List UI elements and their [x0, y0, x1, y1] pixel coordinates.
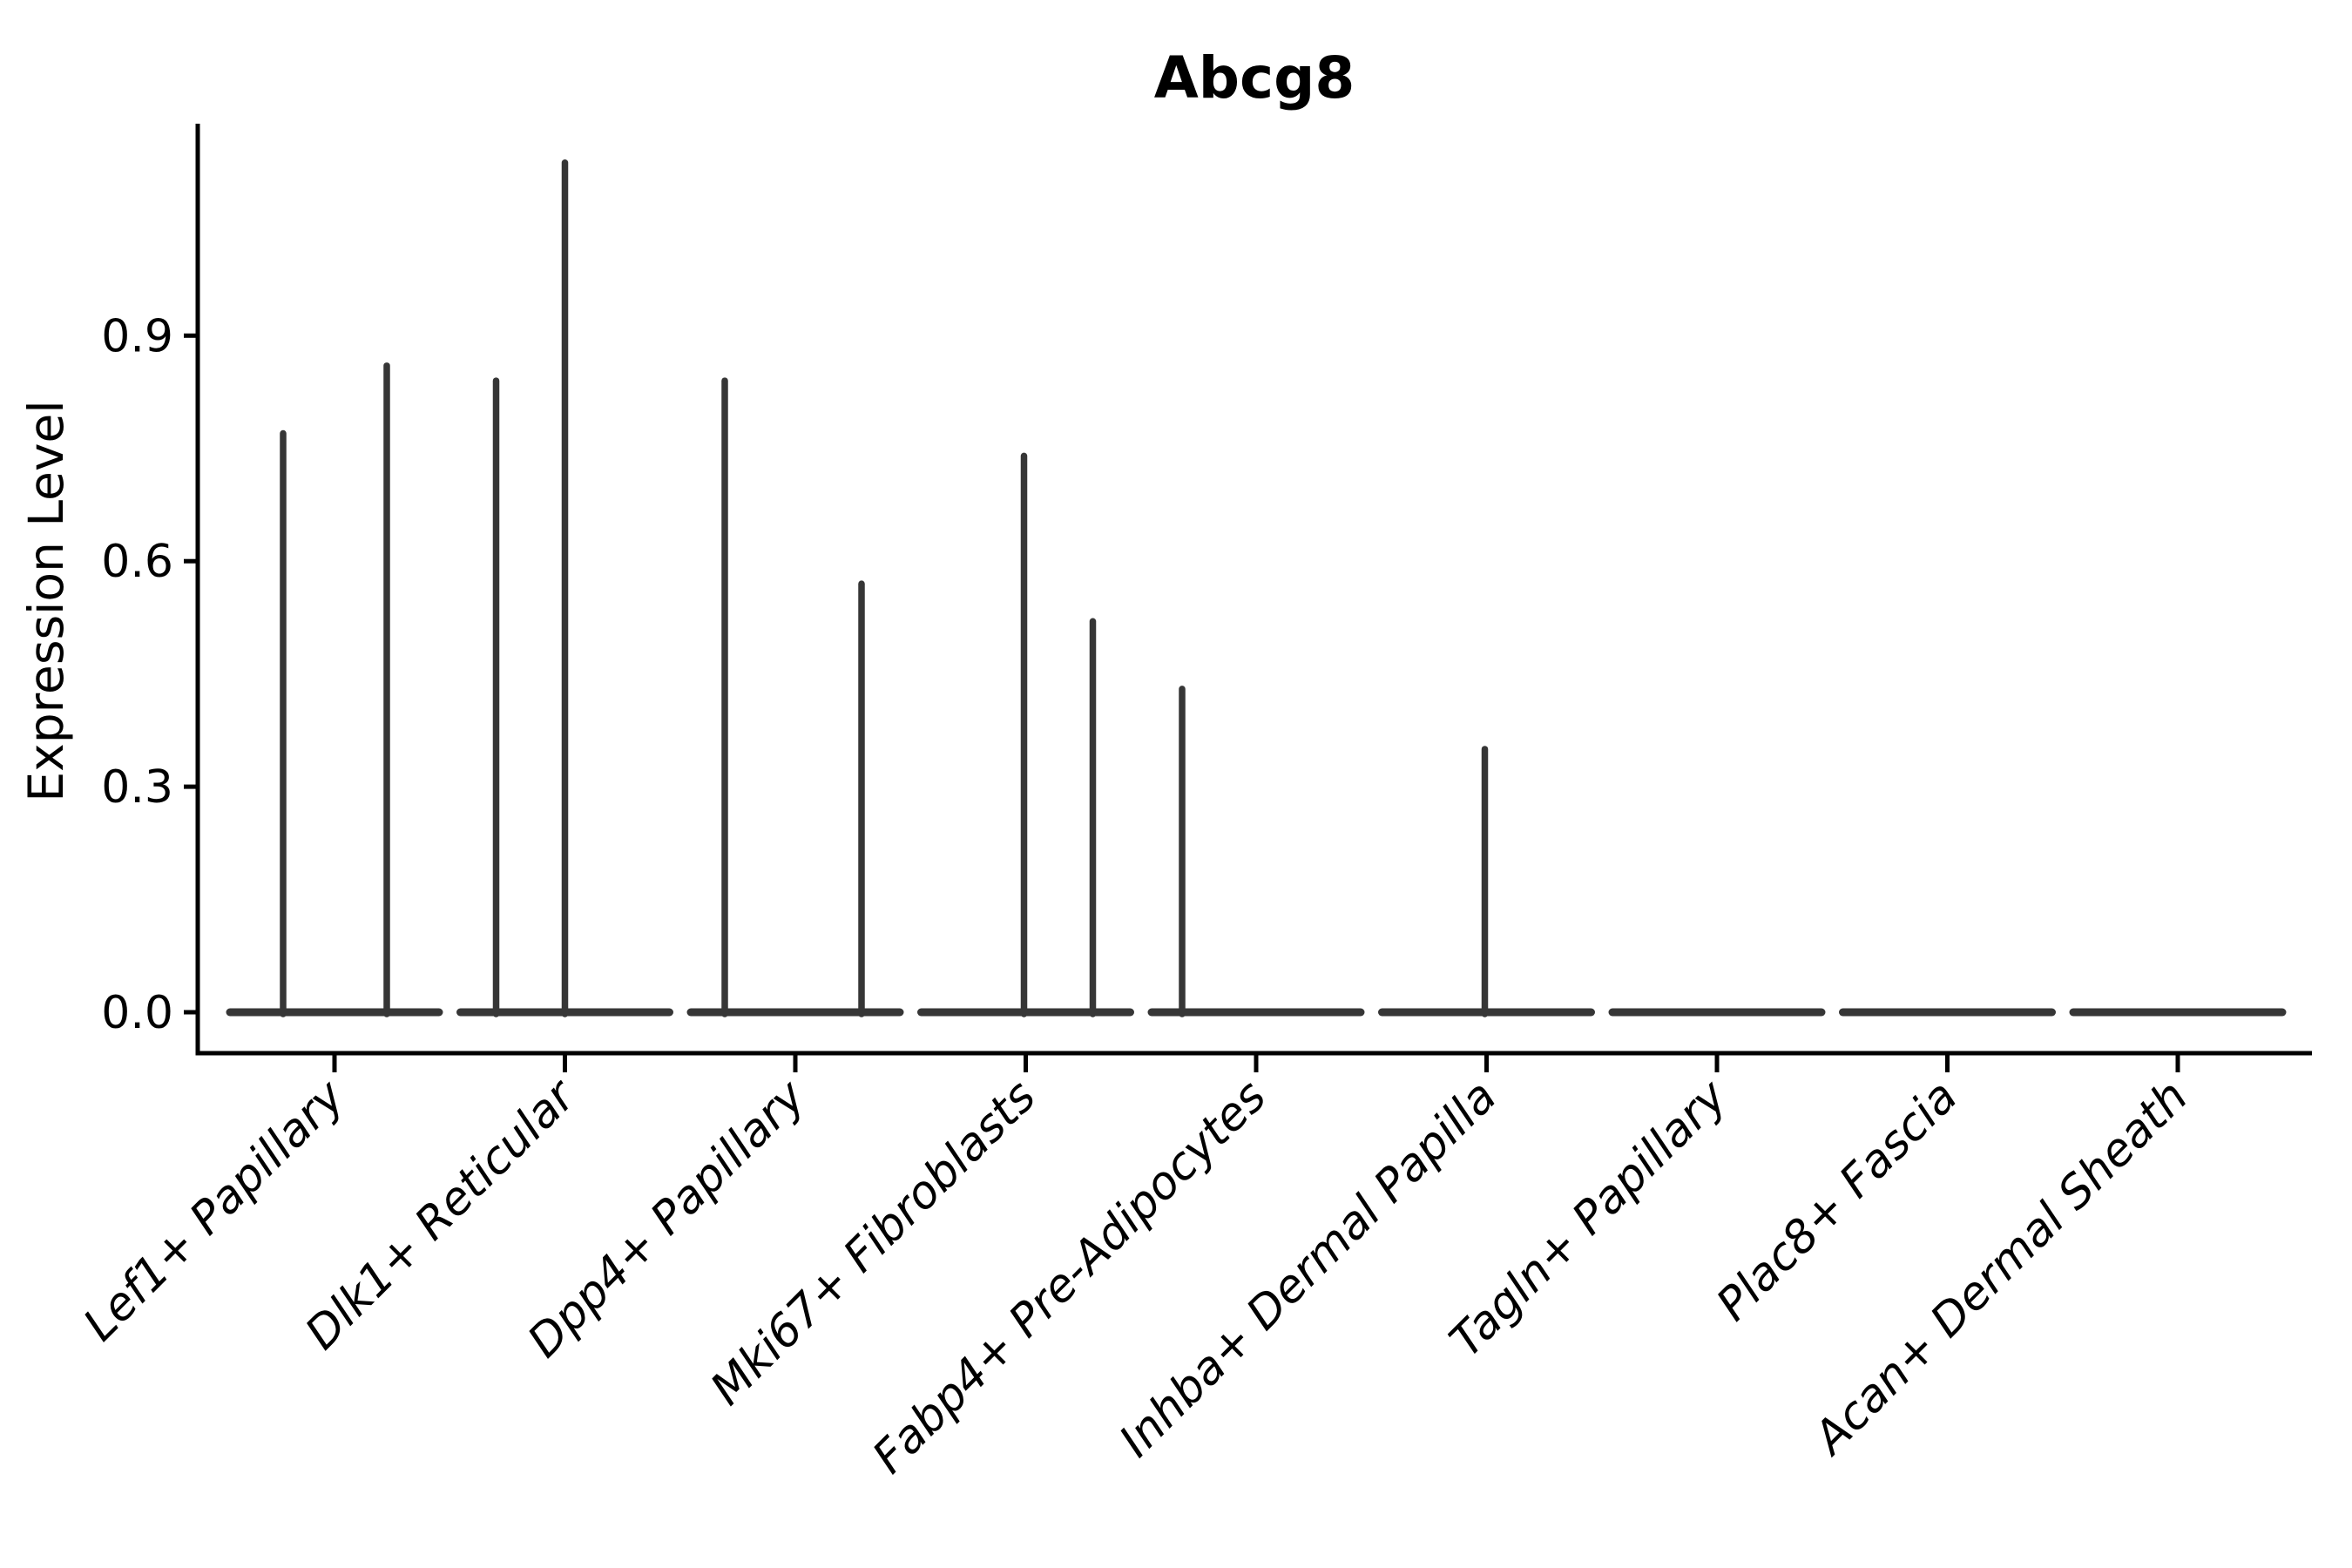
y-tick-label: 0.0	[101, 987, 173, 1039]
y-tick-label: 0.3	[101, 761, 173, 814]
chart-title: Abcg8	[1154, 44, 1355, 112]
x-tick-label: Acan+ Dermal Sheath	[1802, 1071, 2198, 1466]
y-tick-label: 0.9	[101, 310, 173, 362]
axis-spines	[195, 124, 2312, 1056]
x-tick-label: Plac8+ Fascia	[1707, 1071, 1967, 1331]
x-tick-label: Fabp4+ Pre-Adipocytes	[863, 1071, 1277, 1484]
y-axis-label: Expression Level	[18, 400, 74, 801]
x-tick-label: Inhba+ Dermal Papilla	[1110, 1071, 1507, 1468]
y-tick-label: 0.6	[101, 536, 173, 588]
